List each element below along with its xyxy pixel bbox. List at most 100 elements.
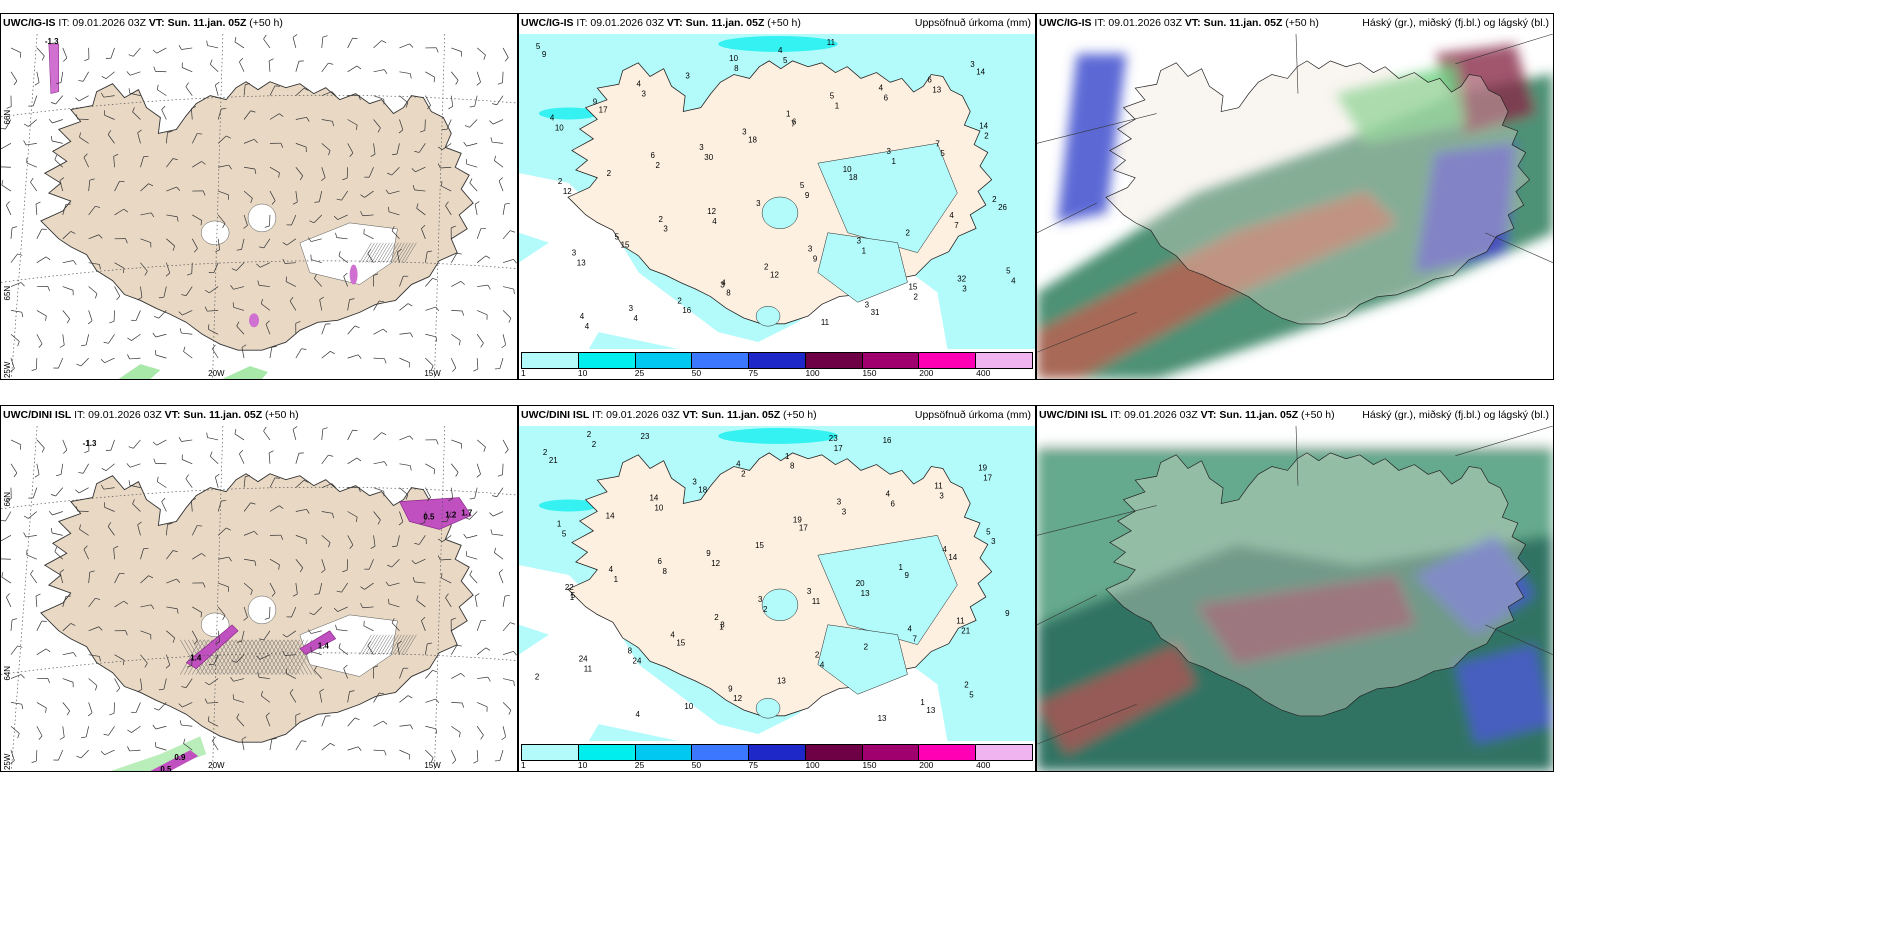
precip-value-label: 22 (565, 583, 574, 592)
precip-value-label: 3 (663, 225, 668, 234)
precip-value-label: 17 (799, 523, 808, 532)
precip-value-label: 20 (856, 579, 865, 588)
precip-value-label: 19 (793, 515, 802, 524)
precip-value-label: 2 (658, 215, 663, 224)
colorbar-swatch (635, 353, 693, 368)
precip-value-label: 2 (964, 680, 969, 689)
precip-value-label: 11 (821, 318, 830, 327)
precip-value-label: 6 (884, 94, 889, 103)
precip-value-label: 24 (579, 655, 588, 664)
wind-value-label: 0.9 (174, 753, 186, 762)
colorbar-swatch (919, 353, 977, 368)
precip-value-label: 3 (720, 621, 725, 630)
precip-value-label: 9 (728, 684, 733, 693)
precip-value-label: 18 (849, 173, 858, 182)
precip-value-label: 9 (542, 50, 547, 59)
precip-value-label: 4 (820, 660, 825, 669)
precip-value-label: 5 (562, 529, 567, 538)
precip-value-label: 1 (920, 698, 925, 707)
colorbar-swatch (805, 353, 863, 368)
colorbar-swatch (862, 353, 920, 368)
cloud-map (1037, 426, 1553, 771)
colorbar-swatch (692, 353, 750, 368)
precip-value-label: 5 (969, 690, 974, 699)
precip-value-label: 17 (983, 474, 992, 483)
colorbar-label: 10 (577, 760, 588, 770)
precip-value-label: 10 (684, 702, 693, 711)
precip-value-label: 4 (778, 46, 783, 55)
lat-label-66n: 66N (3, 492, 12, 507)
panel-title: UWC/DINI ISL IT: 09.01.2026 03Z VT: Sun.… (521, 409, 817, 421)
precip-value-label: 4 (879, 84, 884, 93)
precip-value-label: 3 (962, 284, 967, 293)
lon-label-15w: 15W (424, 369, 441, 378)
precip-value-label: 6 (650, 151, 655, 160)
precip-value-label: 5 (536, 42, 541, 51)
precip-value-label: 16 (883, 436, 892, 445)
wind-value-label: 1.4 (190, 654, 202, 663)
precip-value-label: 16 (682, 306, 691, 315)
precip-value-label: 4 (942, 545, 947, 554)
colorbar-swatch (692, 745, 750, 760)
precip-value-label: 31 (871, 308, 880, 317)
precip-value-label: 5 (571, 591, 576, 600)
precip-value-label: 10 (843, 165, 852, 174)
precip-value-label: 4 (1011, 276, 1016, 285)
precip-value-label: 6 (891, 499, 896, 508)
colorbar-swatch (635, 745, 693, 760)
precip-value-label: 3 (756, 199, 761, 208)
colorbar-label: 75 (748, 368, 759, 378)
precip-value-label: 12 (711, 559, 720, 568)
precip-value-label: 12 (733, 694, 742, 703)
lon-label-25w: 25W (3, 361, 12, 378)
colorbar-swatch (805, 745, 863, 760)
precip-value-label: 13 (861, 589, 870, 598)
precip-value-label: 2 (677, 296, 682, 305)
precip-value-label: 6 (927, 76, 932, 85)
precip-value-label: 1 (570, 593, 575, 602)
precip-value-label: 10 (555, 123, 564, 132)
wind-value-label: 0.5 (423, 512, 435, 521)
precip-value-label: 3 (720, 280, 725, 289)
colorbar-swatches (521, 352, 1033, 369)
precip-value-label: 2 (913, 292, 918, 301)
precip-value-label: 8 (790, 462, 795, 471)
precip-value-label: 10 (729, 54, 738, 63)
precip-value-label: 3 (939, 492, 944, 501)
wind-value-label: 1.4 (318, 642, 330, 651)
precip-value-label: 9 (1005, 609, 1010, 618)
colorbar-swatch (919, 745, 977, 760)
precip-value-label: 5 (615, 233, 620, 242)
precip-value-label: 3 (758, 595, 763, 604)
precip-value-label: 4 (580, 312, 585, 321)
precip-value-label: 2 (864, 643, 869, 652)
precip-value-label: 15 (755, 541, 764, 550)
colorbar-label: 150 (862, 368, 877, 378)
precip-value-label: 3 (699, 143, 704, 152)
precip-colorbar: 1 10 25 50 75 100 150 200 400 (519, 741, 1035, 771)
colorbar-labels: 1 10 25 50 75 100 150 200 400 (521, 368, 1033, 378)
lat-label-65n: 65N (3, 286, 12, 301)
precip-value-label: 1 (719, 623, 724, 632)
precip-value-label: 4 (634, 314, 639, 323)
wind-value-label: 1.7 (461, 508, 473, 517)
precip-value-label: 2 (714, 613, 719, 622)
precip-value-label: 7 (935, 139, 940, 148)
colorbar-swatch (522, 353, 579, 368)
colorbar-label: 100 (805, 368, 820, 378)
colorbar-swatch (976, 745, 1033, 760)
precip-value-label: 2 (607, 169, 612, 178)
precip-value-label: 4 (636, 710, 641, 719)
precip-value-label: 2 (587, 430, 592, 439)
precip-value-label: 24 (633, 657, 642, 666)
wind-value-label: 1.2 (445, 510, 457, 519)
colorbar-swatch (862, 745, 920, 760)
precip-value-label: 4 (721, 278, 726, 287)
precip-value-label: 4 (609, 565, 614, 574)
precip-value-label: 9 (706, 549, 711, 558)
colorbar-label: 200 (919, 368, 934, 378)
precip-value-label: 5 (783, 56, 788, 65)
precip-value-label: 15 (621, 241, 630, 250)
precip-map: 3 14 18 13 15 9 10 16 24 13 5 17 21 13 9 15 17 12 21 12 3 14 1… (519, 426, 1035, 741)
precip-value-label: 8 (726, 288, 731, 297)
